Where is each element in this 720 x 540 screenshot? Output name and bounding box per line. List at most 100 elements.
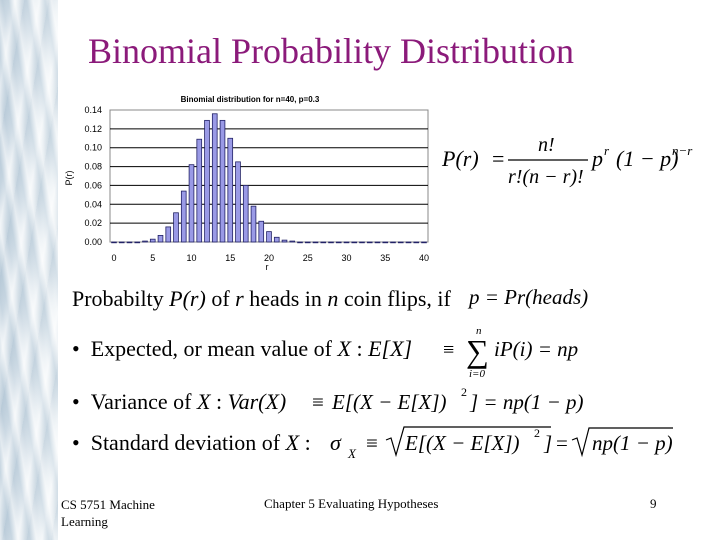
bar	[413, 241, 420, 244]
bullet-variance: • Variance of X : Var(X)	[72, 389, 286, 415]
binomial-chart: Binomial distribution for n=40, p=0.3 0.…	[64, 95, 429, 272]
y-tick-labels: 0.00 0.02 0.04 0.06 0.08 0.10 0.12 0.14	[84, 105, 102, 247]
formula-sup-n-minus-r: n−r	[672, 143, 693, 158]
bar	[390, 241, 396, 244]
x-tick-label: 15	[225, 253, 235, 263]
footer-chapter: Chapter 5 Evaluating Hypotheses	[264, 496, 439, 511]
bar	[281, 239, 288, 243]
bullet-var: X	[285, 430, 300, 455]
bar	[382, 241, 389, 244]
bar	[258, 220, 265, 243]
marble-sidebar	[0, 0, 58, 540]
mean-equiv: ≡	[443, 339, 454, 361]
y-tick-label: 0.06	[84, 180, 102, 190]
bar	[242, 185, 249, 243]
sd-eq: =	[556, 431, 568, 455]
sd-root2: np(1 − p)	[592, 431, 673, 455]
bar	[374, 241, 381, 244]
intro-prefix: Probabilty	[72, 286, 170, 311]
formula-p: p	[590, 146, 603, 171]
binomial-formula: P(r) = n! r!(n − r)! p r (1 − p) n−r	[441, 134, 693, 188]
x-tick-label: 30	[341, 253, 351, 263]
variance-rhs: E[(X − E[X])	[331, 390, 447, 414]
bar	[273, 236, 280, 243]
slide-title: Binomial Probability Distribution	[88, 31, 574, 71]
bar	[118, 241, 125, 244]
footer-course: CS 5751 Machine Learning	[61, 496, 155, 530]
sd-root1-tail: ]	[543, 431, 552, 455]
sd-root1: E[(X − E[X])	[404, 431, 520, 455]
bar	[320, 241, 327, 244]
bar	[134, 241, 141, 244]
bar	[421, 241, 427, 244]
formula-denominator: r!(n − r)!	[508, 166, 584, 188]
intro-heads-in: heads in	[243, 286, 328, 311]
bar	[149, 238, 156, 243]
variance-tail: ] = np(1 − p)	[469, 390, 584, 414]
bar	[351, 241, 358, 244]
bullet-colon: :	[210, 389, 228, 414]
bullet-text: Expected, or mean value of	[90, 336, 338, 361]
y-tick-label: 0.08	[84, 162, 102, 172]
footer-course-line2: Learning	[61, 514, 108, 529]
bullet-expr: Var(X)	[227, 389, 287, 414]
x-tick-labels: 0 5 10 15 20 25 30 35 40	[111, 253, 429, 263]
bar	[211, 113, 218, 243]
bar	[111, 241, 117, 244]
bar	[157, 234, 164, 243]
formula-eq: =	[492, 146, 504, 171]
sigma: σ	[330, 430, 342, 455]
heads-definition: p = Pr(heads)	[467, 285, 588, 309]
formula-lhs: P(r)	[441, 146, 479, 171]
intro-pr: P(r)	[169, 286, 206, 311]
bar	[405, 241, 412, 244]
bullet-marker: •	[72, 336, 80, 361]
intro-n: n	[327, 286, 339, 311]
x-tick-label: 40	[419, 253, 429, 263]
bar	[297, 241, 303, 244]
mean-formula: ≡ n ∑ i=0 iP(i) = np	[443, 325, 578, 380]
variance-sup: 2	[461, 385, 467, 399]
formula-one-minus-p: (1 − p)	[616, 146, 679, 171]
sum-lower: i=0	[469, 368, 485, 380]
sd-sup: 2	[534, 426, 540, 440]
x-tick-label: 20	[264, 253, 274, 263]
bullet-expr: E[X]	[368, 336, 413, 361]
y-axis-label: P(r)	[64, 171, 74, 186]
bar	[328, 241, 334, 244]
formula-numerator: n!	[538, 134, 555, 156]
gridlines	[110, 128, 428, 224]
bar	[304, 241, 311, 244]
sum-symbol: ∑	[466, 333, 489, 369]
bars	[111, 113, 427, 244]
bar	[266, 231, 272, 243]
bar	[312, 241, 319, 244]
sum-upper: n	[476, 325, 482, 337]
y-tick-label: 0.10	[84, 143, 102, 153]
sqrt-sign-2	[571, 427, 673, 458]
x-axis-label: r	[266, 262, 269, 272]
variance-equiv: ≡	[312, 390, 324, 414]
mean-rhs: iP(i) = np	[494, 337, 578, 361]
bar	[204, 119, 210, 243]
bar	[219, 119, 226, 243]
x-tick-label: 25	[303, 253, 313, 263]
bullet-text: Variance of	[90, 389, 197, 414]
bar	[188, 164, 195, 243]
x-tick-label: 10	[186, 253, 196, 263]
bar	[227, 137, 234, 243]
x-tick-label: 35	[380, 253, 390, 263]
bar	[335, 241, 342, 244]
bar	[397, 241, 404, 244]
bar	[366, 241, 373, 244]
x-tick-label: 0	[111, 253, 116, 263]
plot-area	[109, 109, 429, 243]
bar	[142, 240, 148, 243]
bar	[343, 241, 350, 244]
y-tick-label: 0.12	[84, 124, 102, 134]
bullet-colon: :	[350, 336, 369, 361]
bar	[180, 190, 187, 243]
intro-r: r	[235, 286, 244, 311]
bullet-var: X	[337, 336, 351, 361]
